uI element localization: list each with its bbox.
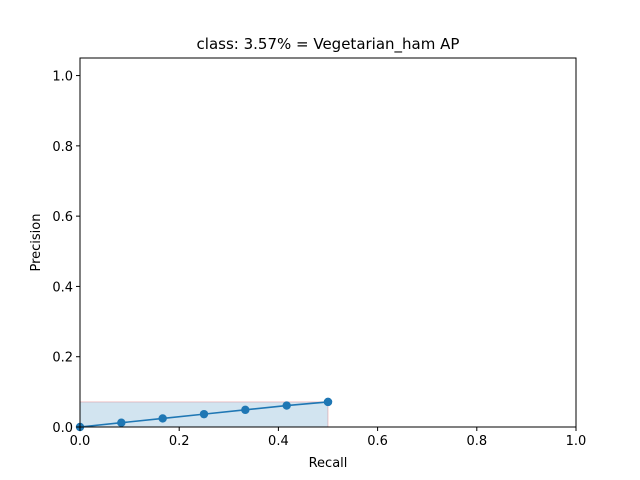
data-point [241,405,250,415]
y-tick-label: 0.2 [52,351,73,366]
data-point [158,414,167,423]
chart-title: class: 3.57% = Vegetarian_ham AP [197,35,460,54]
y-tick-label: 0.0 [52,421,73,436]
x-tick-label: 0.4 [268,434,289,449]
x-tick-label: 0.2 [169,434,190,449]
y-tick-label: 0.8 [52,140,73,155]
data-point [323,397,333,407]
y-axis-label: Precision [29,213,44,271]
data-point [199,409,209,419]
x-tick-label: 0.8 [466,434,487,449]
y-ticks: 0.0 0.2 0.4 0.6 0.8 1.0 [52,70,80,436]
y-tick-label: 0.4 [52,280,73,295]
y-tick-label: 1.0 [52,70,73,85]
data-point [117,418,126,427]
x-tick-label: 1.0 [566,434,587,449]
x-tick-label: 0.0 [70,434,91,449]
data-point [282,401,291,410]
x-tick-label: 0.6 [367,434,388,449]
y-tick-label: 0.6 [52,210,73,225]
x-ticks: 0.0 0.2 0.4 0.6 0.8 1.0 [70,427,587,449]
plot-frame [79,57,577,428]
series-layer [75,397,333,432]
x-axis-label: Recall [309,456,348,471]
